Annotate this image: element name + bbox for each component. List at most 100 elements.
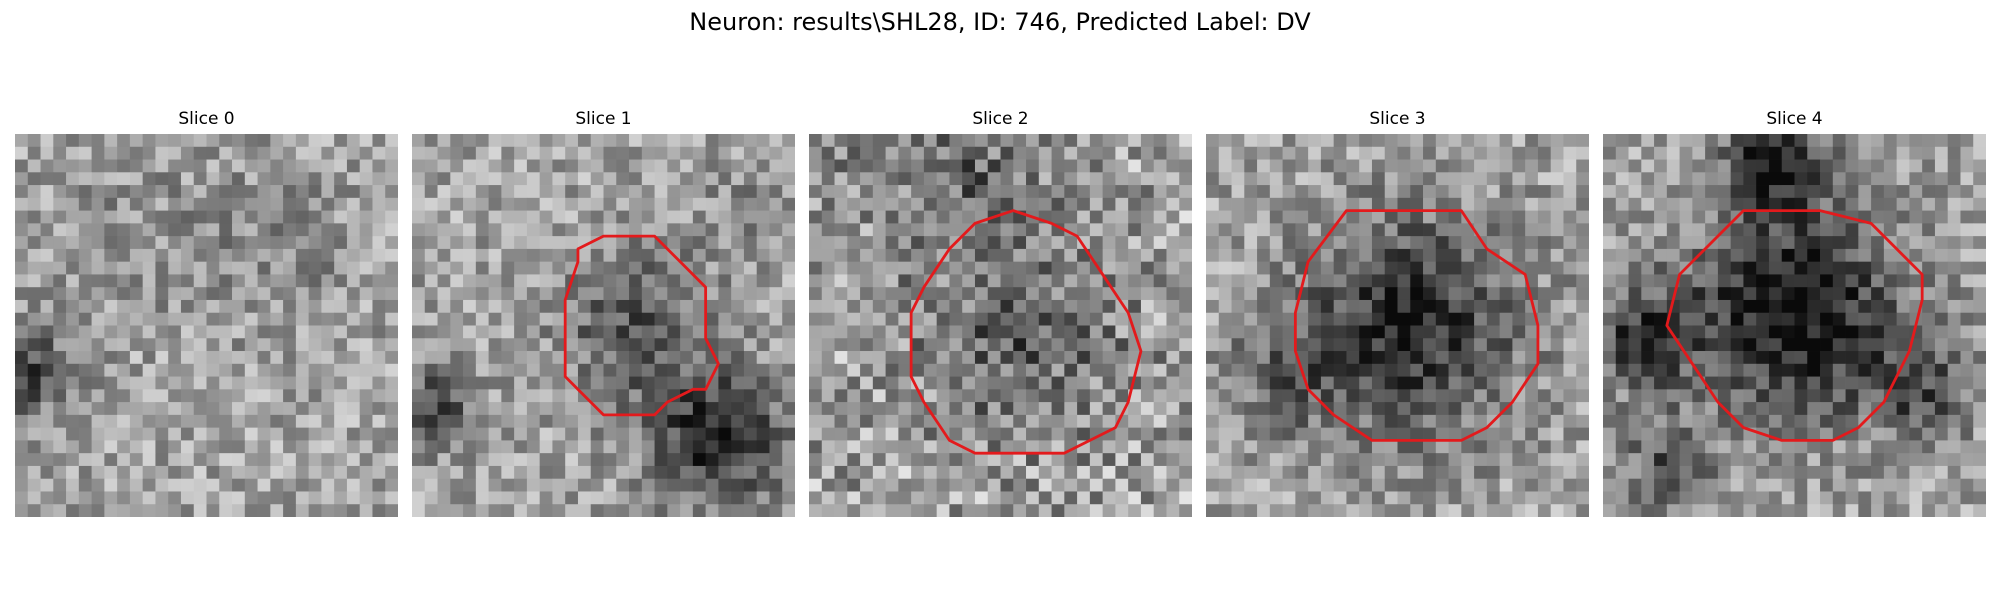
pixel xyxy=(180,210,195,224)
pixel xyxy=(514,465,528,480)
pixel xyxy=(974,299,989,314)
pixel xyxy=(1077,159,1091,173)
pixel xyxy=(1781,363,1795,377)
pixel xyxy=(526,338,541,352)
pixel xyxy=(1051,134,1065,148)
pixel xyxy=(1641,261,1655,275)
pixel xyxy=(283,491,297,505)
pixel xyxy=(15,402,29,416)
pixel xyxy=(1000,185,1014,199)
pixel xyxy=(949,325,963,339)
pixel xyxy=(308,299,322,314)
pixel xyxy=(1781,491,1795,505)
pixel xyxy=(1282,312,1296,326)
pixel xyxy=(117,478,131,492)
pixel xyxy=(1166,389,1180,403)
pixel xyxy=(1666,427,1680,441)
pixel xyxy=(782,491,795,505)
pixel xyxy=(15,465,29,480)
pixel xyxy=(412,478,426,492)
pixel xyxy=(1832,134,1846,148)
pixel xyxy=(1973,478,1986,492)
pixel xyxy=(616,299,630,314)
pixel xyxy=(117,172,131,186)
pixel xyxy=(769,389,783,403)
pixel xyxy=(1153,159,1167,173)
pixel xyxy=(1166,325,1180,339)
pixel xyxy=(1371,172,1386,186)
pixel xyxy=(1077,453,1091,467)
pixel xyxy=(769,504,783,517)
pixel xyxy=(1692,287,1706,301)
pixel xyxy=(590,274,604,288)
pixel xyxy=(923,210,938,224)
pixel xyxy=(1244,504,1258,517)
pixel xyxy=(1140,363,1155,377)
pixel xyxy=(193,465,207,480)
pixel xyxy=(718,363,732,377)
pixel xyxy=(1000,312,1014,326)
pixel xyxy=(372,185,386,199)
pixel xyxy=(1153,389,1167,403)
pixel xyxy=(475,312,489,326)
pixel xyxy=(1257,325,1271,339)
pixel xyxy=(1346,376,1360,390)
pixel xyxy=(769,402,783,416)
pixel xyxy=(1922,325,1936,339)
pixel xyxy=(1089,287,1104,301)
pixel xyxy=(321,312,335,326)
pixel xyxy=(463,478,477,492)
pixel xyxy=(769,261,783,275)
pixel xyxy=(1423,134,1437,148)
pixel xyxy=(488,351,502,365)
pixel xyxy=(334,287,348,301)
pixel xyxy=(206,363,220,377)
pixel xyxy=(1423,376,1437,390)
pixel xyxy=(1705,159,1719,173)
pixel xyxy=(1781,312,1795,326)
pixel xyxy=(539,351,553,365)
pixel xyxy=(1550,440,1564,454)
pixel xyxy=(40,197,54,211)
pixel xyxy=(847,338,861,352)
pixel xyxy=(66,159,80,173)
pixel xyxy=(1603,465,1617,480)
pixel xyxy=(1512,312,1526,326)
pixel xyxy=(295,414,310,429)
pixel xyxy=(66,414,80,429)
pixel xyxy=(1013,453,1027,467)
pixel xyxy=(1115,236,1129,250)
pixel xyxy=(1179,427,1192,441)
pixel xyxy=(206,185,220,199)
pixel xyxy=(1013,146,1027,160)
pixel xyxy=(590,146,604,160)
pixel xyxy=(756,325,770,339)
pixel xyxy=(219,402,233,416)
pixel xyxy=(1717,453,1732,467)
pixel xyxy=(1333,159,1347,173)
pixel xyxy=(385,376,398,390)
pixel xyxy=(1537,287,1552,301)
pixel xyxy=(206,504,220,517)
pixel xyxy=(412,338,426,352)
pixel xyxy=(514,287,528,301)
pixel xyxy=(1550,478,1564,492)
pixel xyxy=(1832,440,1846,454)
pixel xyxy=(590,287,604,301)
pixel xyxy=(142,274,156,288)
pixel xyxy=(936,338,950,352)
pixel xyxy=(911,427,925,441)
pixel xyxy=(27,491,41,505)
pixel xyxy=(1883,274,1898,288)
pixel xyxy=(1871,325,1885,339)
pixel xyxy=(1896,478,1910,492)
pixel xyxy=(1448,274,1462,288)
pixel xyxy=(155,197,169,211)
pixel xyxy=(1140,414,1155,429)
pixel xyxy=(743,197,758,211)
pixel xyxy=(654,465,668,480)
pixel xyxy=(334,210,348,224)
pixel xyxy=(1641,197,1655,211)
pixel xyxy=(40,338,54,352)
pixel xyxy=(1244,185,1258,199)
